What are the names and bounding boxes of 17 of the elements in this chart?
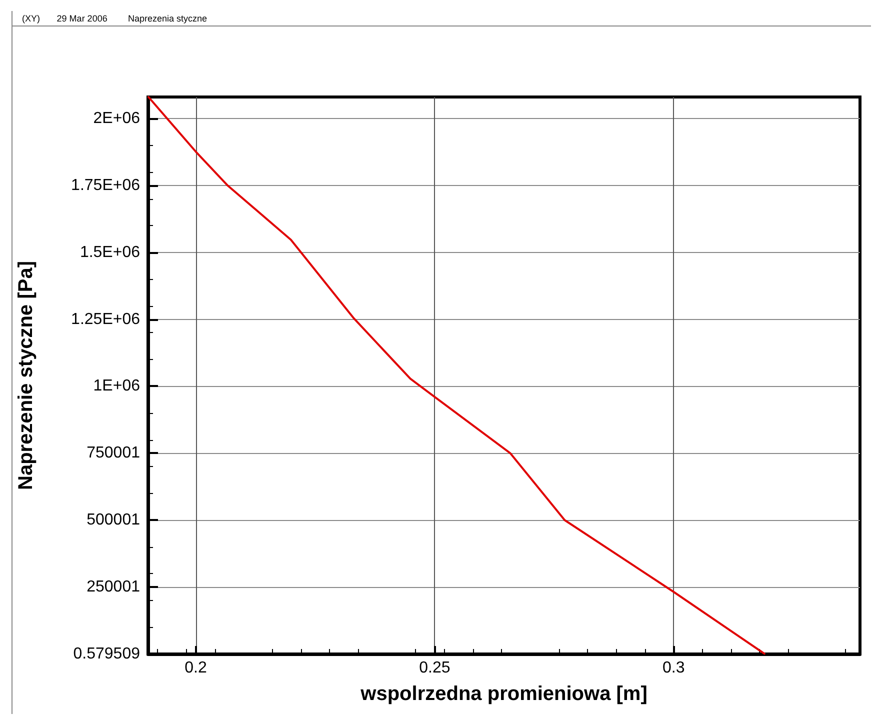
x-tick-label: 0.3 [662, 660, 685, 676]
y-tick-label: 1E+06 [93, 378, 140, 395]
y-axis-title: Naprezenie styczne [Pa] [15, 261, 37, 490]
y-tick-label: 2E+06 [93, 110, 140, 127]
y-tick-label: 0.579509 [73, 646, 140, 662]
text: 29 Mar 2006 [56, 14, 108, 24]
y-tick-label: 750001 [86, 444, 140, 462]
y-tick-label: 500001 [86, 512, 140, 529]
text: (XY) [22, 14, 40, 24]
x-axis-title: wspolrzedna promieniowa [m] [360, 683, 648, 705]
y-tick-label: 250001 [86, 578, 140, 596]
x-tick-label: 0.2 [184, 660, 208, 676]
text: Naprezenia styczne [128, 14, 208, 24]
y-tick-label: 1.5E+06 [80, 244, 140, 261]
y-tick-label: 1.25E+06 [71, 310, 140, 328]
x-tick-label: 0.25 [419, 660, 450, 676]
y-tick-label: 1.75E+06 [71, 176, 140, 194]
